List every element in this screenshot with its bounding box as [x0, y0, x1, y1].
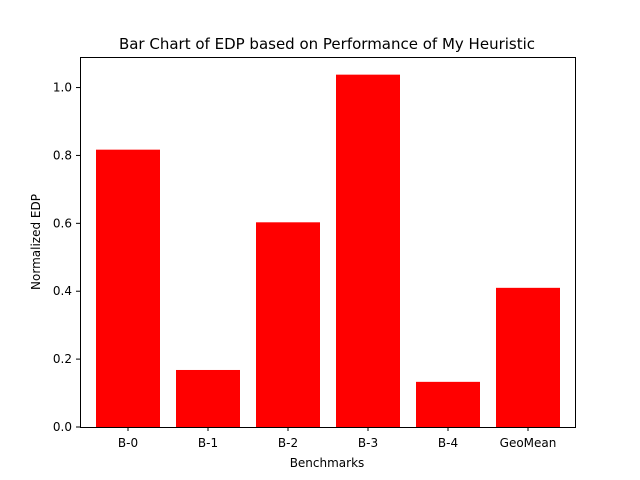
chart-title: Bar Chart of EDP based on Performance of… — [119, 35, 535, 53]
x-tick-label: GeoMean — [500, 436, 557, 450]
bar-b-0 — [96, 149, 160, 428]
x-axis-label: Benchmarks — [290, 456, 365, 470]
bar-geomean — [496, 287, 560, 427]
x-tick-label: B-0 — [118, 436, 138, 450]
y-axis-ticks: 0.0 0.2 0.4 0.6 0.8 1.0 — [53, 81, 80, 434]
y-tick-label: 0.2 — [53, 352, 72, 366]
y-tick-label: 1.0 — [53, 81, 72, 95]
y-tick-label: 0.4 — [53, 284, 72, 298]
x-tick-label: B-3 — [358, 436, 378, 450]
y-tick-label: 0.0 — [53, 420, 72, 434]
bar-b-3 — [336, 74, 400, 428]
bar-b-1 — [176, 369, 240, 427]
plot-area-frame — [80, 57, 576, 428]
x-axis-ticks: B-0 B-1 B-2 B-3 B-4 GeoMean — [118, 427, 556, 450]
y-axis-label: Normalized EDP — [29, 194, 43, 290]
x-tick-label: B-1 — [198, 436, 218, 450]
x-tick-label: B-4 — [438, 436, 458, 450]
bars-group — [96, 74, 560, 428]
bar-b-4 — [416, 381, 480, 427]
y-tick-label: 0.8 — [53, 148, 72, 162]
y-tick-label: 0.6 — [53, 216, 72, 230]
bar-b-2 — [256, 222, 320, 427]
x-tick-label: B-2 — [278, 436, 298, 450]
